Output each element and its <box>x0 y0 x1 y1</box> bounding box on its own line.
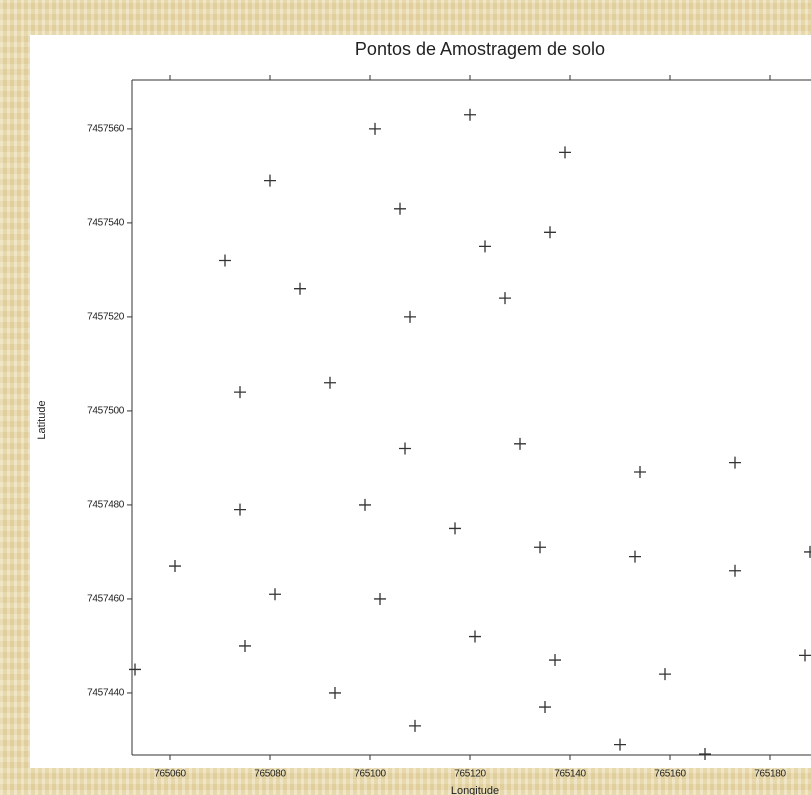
point <box>219 254 231 267</box>
y-axis-label: Latitude <box>36 400 48 439</box>
point <box>264 174 276 187</box>
y-tick-label: 7457480 <box>87 500 125 511</box>
point <box>394 202 406 215</box>
point <box>514 437 526 450</box>
point <box>374 592 386 605</box>
point <box>544 226 556 239</box>
y-tick-label: 7457500 <box>87 406 125 417</box>
point <box>449 522 461 535</box>
x-tick-label: 765140 <box>554 769 586 780</box>
point <box>404 310 416 323</box>
point <box>479 240 491 253</box>
point <box>399 442 411 455</box>
point <box>239 639 251 652</box>
x-tick-label: 765100 <box>354 769 386 780</box>
x-tick-label: 765180 <box>754 769 786 780</box>
point <box>499 292 511 305</box>
y-tick-label: 7457460 <box>87 594 125 605</box>
x-tick-label: 765160 <box>654 769 686 780</box>
point <box>534 541 546 554</box>
point <box>409 719 421 732</box>
panel <box>30 35 811 768</box>
point <box>549 654 561 667</box>
point <box>369 122 381 135</box>
x-tick-label: 765080 <box>254 769 286 780</box>
point <box>614 738 626 751</box>
y-tick-label: 7457520 <box>87 312 125 323</box>
point <box>559 146 571 159</box>
point <box>269 588 281 601</box>
chart-title: Pontos de Amostragem de solo <box>355 39 605 59</box>
point <box>804 545 811 558</box>
y-tick-label: 7457560 <box>87 124 125 135</box>
point <box>539 701 551 714</box>
point <box>169 560 181 573</box>
x-tick-label: 765120 <box>454 769 486 780</box>
point <box>234 386 246 399</box>
point <box>129 663 141 676</box>
point <box>324 376 336 389</box>
point <box>464 108 476 121</box>
x-axis-label: Longitude <box>451 785 499 795</box>
point <box>294 282 306 295</box>
point <box>634 466 646 479</box>
point <box>329 686 341 699</box>
point <box>469 630 481 643</box>
point <box>729 456 741 469</box>
x-tick-label: 765060 <box>154 769 186 780</box>
point <box>359 498 371 511</box>
y-tick-label: 7457540 <box>87 218 125 229</box>
point <box>629 550 641 563</box>
point <box>799 649 811 662</box>
point <box>234 503 246 516</box>
point <box>699 748 711 761</box>
point <box>729 564 741 577</box>
y-tick-label: 7457440 <box>87 688 125 699</box>
point <box>659 668 671 681</box>
